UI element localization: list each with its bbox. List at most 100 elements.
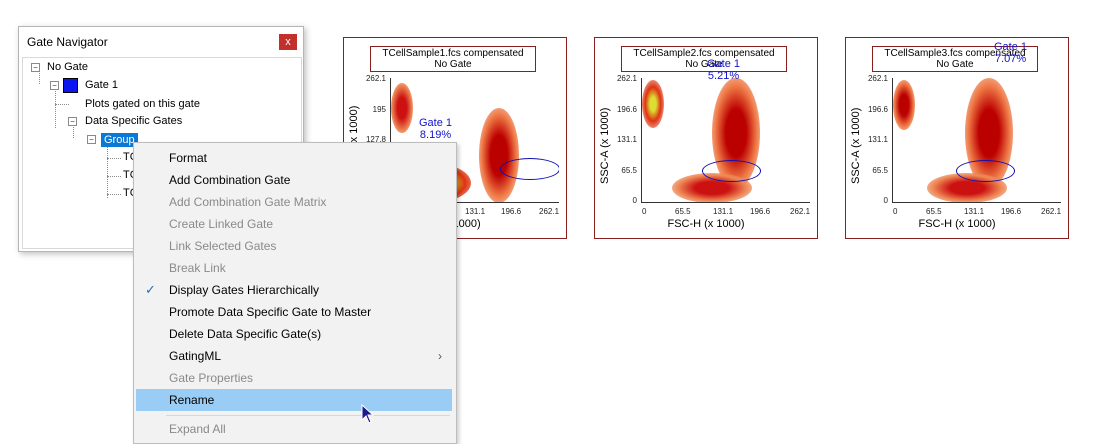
x-tick: 65.5 bbox=[926, 207, 942, 216]
mouse-pointer-icon bbox=[361, 404, 375, 424]
plot-tcellsample3[interactable]: TCellSample3.fcs compensated No Gate 262… bbox=[845, 37, 1069, 239]
tree-item-no-gate[interactable]: No Gate bbox=[47, 61, 88, 73]
menu-item-link-selected-gates[interactable]: Link Selected Gates bbox=[136, 235, 452, 257]
y-axis-label: SSC-A (x 1000) bbox=[850, 107, 862, 184]
gate-label: Gate 1 7.07% bbox=[994, 41, 1027, 65]
menu-item-label: Expand All bbox=[169, 422, 226, 436]
cell-population bbox=[391, 83, 413, 133]
x-tick: 65.5 bbox=[675, 207, 691, 216]
tree-connector bbox=[39, 70, 40, 84]
y-tick: 262.1 bbox=[365, 74, 386, 83]
y-tick: 131.1 bbox=[867, 135, 888, 144]
y-axis-label: (x 1000) bbox=[348, 105, 360, 146]
plot-tcellsample1[interactable]: TCellSample1.fcs compensated No Gate 262… bbox=[343, 37, 567, 239]
tree-connector bbox=[107, 194, 121, 195]
x-tick: 262.1 bbox=[790, 207, 811, 216]
y-tick: 127.8 bbox=[365, 135, 386, 144]
menu-item-format[interactable]: Format bbox=[136, 147, 452, 169]
menu-item-label: Display Gates Hierarchically bbox=[169, 283, 320, 297]
menu-item-display-gates-hierarchically[interactable]: ✓ Display Gates Hierarchically bbox=[136, 279, 452, 301]
y-tick: 0 bbox=[883, 196, 888, 205]
plot-area[interactable] bbox=[892, 78, 1061, 203]
y-tick: 0 bbox=[632, 196, 637, 205]
tree-connector bbox=[55, 104, 69, 105]
gate-ellipse[interactable] bbox=[500, 158, 559, 180]
x-tick: 196.6 bbox=[1001, 207, 1022, 216]
x-tick: 262.1 bbox=[1041, 207, 1062, 216]
plot-title-line1: TCellSample3.fcs compensated bbox=[884, 48, 1026, 59]
plot-title-line2: No Gate bbox=[936, 59, 974, 70]
context-menu: Format Add Combination Gate Add Combinat… bbox=[133, 142, 457, 444]
x-axis-label: FSC-H (x 1000) bbox=[667, 218, 745, 230]
menu-item-delete-data-specific-gates[interactable]: Delete Data Specific Gate(s) bbox=[136, 323, 452, 345]
menu-item-rename[interactable]: Rename bbox=[136, 389, 452, 411]
plot-title-line1: TCellSample2.fcs compensated bbox=[633, 48, 775, 59]
menu-item-create-linked-gate[interactable]: Create Linked Gate bbox=[136, 213, 452, 235]
menu-item-label: Rename bbox=[169, 393, 215, 407]
plot-area[interactable] bbox=[641, 78, 810, 203]
cell-population bbox=[893, 80, 915, 130]
menu-item-label: Gate Properties bbox=[169, 371, 254, 385]
y-tick: 262.1 bbox=[616, 74, 637, 83]
collapse-icon[interactable]: − bbox=[87, 135, 96, 144]
x-tick: 131.1 bbox=[465, 207, 486, 216]
y-tick: 262.1 bbox=[867, 74, 888, 83]
gate-label: Gate 1 8.19% bbox=[419, 117, 452, 141]
cell-population bbox=[642, 80, 664, 128]
tree-item-plots-gated[interactable]: Plots gated on this gate bbox=[85, 98, 200, 110]
y-tick: 131.1 bbox=[616, 135, 637, 144]
checkmark-icon: ✓ bbox=[145, 282, 156, 297]
plot-title: TCellSample1.fcs compensated No Gate bbox=[370, 46, 536, 72]
menu-item-promote-to-master[interactable]: Promote Data Specific Gate to Master bbox=[136, 301, 452, 323]
menu-item-label: Delete Data Specific Gate(s) bbox=[169, 327, 322, 341]
x-tick: 262.1 bbox=[539, 207, 560, 216]
plot-title-line2: No Gate bbox=[434, 59, 472, 70]
x-tick: 196.6 bbox=[750, 207, 771, 216]
tree-item-data-specific-gates[interactable]: Data Specific Gates bbox=[85, 115, 183, 127]
plot-title-line2: No Gate bbox=[685, 59, 723, 70]
menu-item-label: Add Combination Gate bbox=[169, 173, 291, 187]
x-tick: 131.1 bbox=[964, 207, 985, 216]
collapse-icon[interactable]: − bbox=[50, 81, 59, 90]
tree-connector bbox=[107, 158, 121, 159]
collapse-icon[interactable]: − bbox=[31, 63, 40, 72]
tree-item-group[interactable]: Group bbox=[101, 133, 138, 147]
x-tick: 131.1 bbox=[713, 207, 734, 216]
gate-ellipse[interactable] bbox=[702, 160, 761, 182]
menu-item-expand-all[interactable]: Expand All bbox=[136, 418, 452, 440]
cell-population bbox=[479, 108, 519, 202]
y-tick: 65.5 bbox=[872, 166, 888, 175]
menu-item-add-combination-gate[interactable]: Add Combination Gate bbox=[136, 169, 452, 191]
gate-label-percent: 5.21% bbox=[707, 70, 740, 82]
gate-label: Gate 1 5.21% bbox=[707, 58, 740, 82]
x-tick: 0 bbox=[893, 207, 898, 216]
menu-item-gate-properties[interactable]: Gate Properties bbox=[136, 367, 452, 389]
gate-label-name: Gate 1 bbox=[994, 41, 1028, 53]
plot-title-line1: TCellSample1.fcs compensated bbox=[382, 48, 524, 59]
menu-item-label: Add Combination Gate Matrix bbox=[169, 195, 327, 209]
x-tick: 196.6 bbox=[501, 207, 522, 216]
close-icon[interactable]: x bbox=[279, 34, 297, 50]
tree-connector bbox=[55, 88, 56, 128]
gate-ellipse[interactable] bbox=[956, 160, 1015, 182]
y-tick: 196.6 bbox=[867, 105, 888, 114]
menu-item-label: Break Link bbox=[169, 261, 226, 275]
menu-item-add-combination-gate-matrix[interactable]: Add Combination Gate Matrix bbox=[136, 191, 452, 213]
tree-connector bbox=[107, 176, 121, 177]
window-title: Gate Navigator bbox=[27, 35, 108, 49]
plot-tcellsample2[interactable]: TCellSample2.fcs compensated No Gate 262… bbox=[594, 37, 818, 239]
menu-item-label: Create Linked Gate bbox=[169, 217, 274, 231]
y-tick: 65.5 bbox=[621, 166, 637, 175]
gate-label-name: Gate 1 bbox=[707, 58, 741, 70]
menu-item-label: Format bbox=[169, 151, 208, 165]
menu-item-gatingml[interactable]: GatingML › bbox=[136, 345, 452, 367]
tree-connector bbox=[107, 146, 108, 198]
x-tick: 0 bbox=[642, 207, 647, 216]
gate-label-percent: 8.19% bbox=[419, 129, 452, 141]
menu-item-label: Link Selected Gates bbox=[169, 239, 277, 253]
menu-item-break-link[interactable]: Break Link bbox=[136, 257, 452, 279]
tree-item-gate-1[interactable]: Gate 1 bbox=[85, 79, 119, 91]
collapse-icon[interactable]: − bbox=[68, 117, 77, 126]
menu-item-label: Promote Data Specific Gate to Master bbox=[169, 305, 372, 319]
y-tick: 195 bbox=[372, 105, 386, 114]
